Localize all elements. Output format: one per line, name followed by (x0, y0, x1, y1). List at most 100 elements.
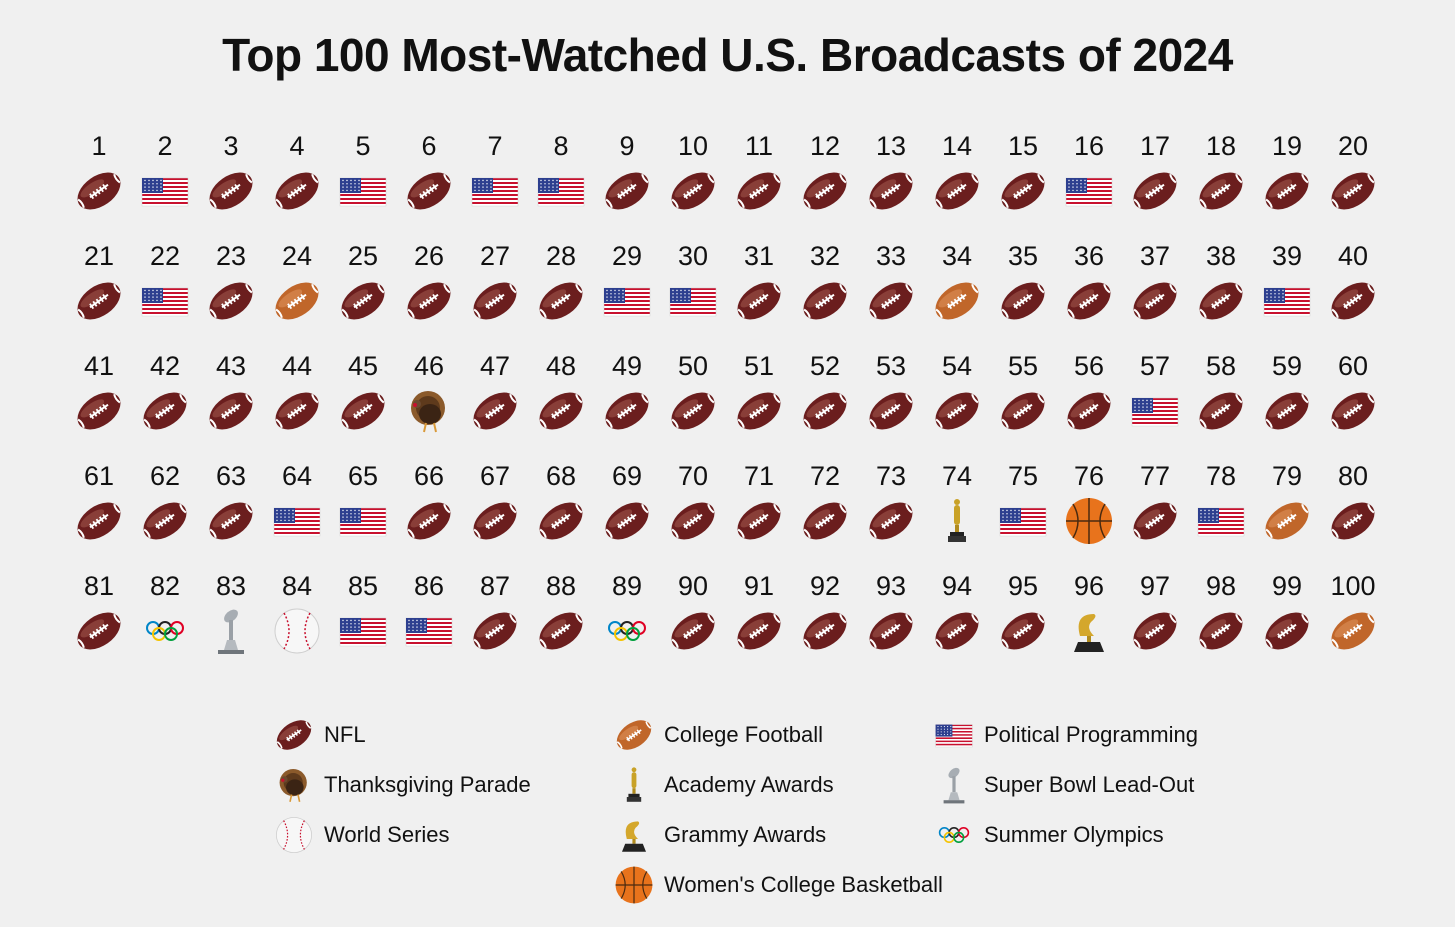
rank-cell: 75 (990, 460, 1056, 570)
rank-number: 29 (611, 241, 643, 271)
rank-cell: 58 (1188, 350, 1254, 460)
rank-number: 13 (875, 131, 907, 161)
rank-number: 71 (743, 461, 775, 491)
rank-number: 12 (809, 131, 841, 161)
rank-number: 5 (355, 131, 371, 161)
olympic-rings-icon (602, 606, 652, 656)
rank-cell: 95 (990, 570, 1056, 680)
rank-number: 44 (281, 351, 313, 381)
rank-number: 74 (941, 461, 973, 491)
rank-cell: 35 (990, 240, 1056, 350)
rank-cell: 15 (990, 130, 1056, 240)
legend-label: Grammy Awards (664, 822, 827, 847)
rank-cell: 96 (1056, 570, 1122, 680)
rank-number: 56 (1073, 351, 1105, 381)
nfl-football-icon (140, 386, 190, 436)
rank-cell: 6 (396, 130, 462, 240)
nfl-football-icon (404, 166, 454, 216)
rank-number: 61 (83, 461, 115, 491)
baseball-icon (274, 815, 314, 855)
nfl-football-icon (274, 715, 314, 755)
rank-cell: 86 (396, 570, 462, 680)
nfl-football-icon (800, 606, 850, 656)
rank-cell: 98 (1188, 570, 1254, 680)
rank-cell: 4 (264, 130, 330, 240)
nfl-football-icon (206, 386, 256, 436)
rank-cell: 77 (1122, 460, 1188, 570)
rank-cell: 25 (330, 240, 396, 350)
nfl-football-icon (866, 166, 916, 216)
rank-number: 67 (479, 461, 511, 491)
rank-cell: 71 (726, 460, 792, 570)
us-flag-icon (338, 606, 388, 656)
rank-cell: 53 (858, 350, 924, 460)
rank-cell: 41 (66, 350, 132, 460)
rank-number: 63 (215, 461, 247, 491)
us-flag-icon (998, 496, 1048, 546)
rank-cell: 91 (726, 570, 792, 680)
rank-cell: 22 (132, 240, 198, 350)
rank-number: 54 (941, 351, 973, 381)
rank-cell: 85 (330, 570, 396, 680)
rank-number: 79 (1271, 461, 1303, 491)
rank-cell: 59 (1254, 350, 1320, 460)
nfl-football-icon (734, 606, 784, 656)
college-football-icon (1328, 606, 1378, 656)
rank-cell: 18 (1188, 130, 1254, 240)
rank-number: 2 (157, 131, 173, 161)
rank-number: 89 (611, 571, 643, 601)
legend-label: College Football (664, 722, 823, 747)
nfl-football-icon (1328, 386, 1378, 436)
nfl-football-icon (536, 606, 586, 656)
rank-cell: 89 (594, 570, 660, 680)
rank-cell: 93 (858, 570, 924, 680)
nfl-football-icon (74, 386, 124, 436)
rank-number: 72 (809, 461, 841, 491)
rank-number: 14 (941, 131, 973, 161)
nfl-football-icon (536, 496, 586, 546)
rank-number: 7 (487, 131, 503, 161)
rank-cell: 36 (1056, 240, 1122, 350)
rank-number: 28 (545, 241, 577, 271)
rank-number: 96 (1073, 571, 1105, 601)
rank-cell: 50 (660, 350, 726, 460)
rank-number: 46 (413, 351, 445, 381)
rank-number: 1 (91, 131, 107, 161)
legend-label: NFL (324, 722, 366, 747)
rank-number: 19 (1271, 131, 1303, 161)
rank-number: 86 (413, 571, 445, 601)
us-flag-icon (140, 166, 190, 216)
nfl-football-icon (74, 166, 124, 216)
nfl-football-icon (866, 386, 916, 436)
nfl-football-icon (206, 496, 256, 546)
nfl-football-icon (734, 496, 784, 546)
rank-cell: 3 (198, 130, 264, 240)
nfl-football-icon (668, 386, 718, 436)
rank-number: 57 (1139, 351, 1171, 381)
rank-number: 97 (1139, 571, 1171, 601)
rank-number: 6 (421, 131, 437, 161)
rank-cell: 2 (132, 130, 198, 240)
rank-number: 38 (1205, 241, 1237, 271)
rank-number: 24 (281, 241, 313, 271)
rank-number: 60 (1337, 351, 1369, 381)
rank-number: 3 (223, 131, 239, 161)
nfl-football-icon (338, 276, 388, 326)
college-football-icon (932, 276, 982, 326)
rank-number: 98 (1205, 571, 1237, 601)
rank-cell: 80 (1320, 460, 1386, 570)
rank-cell: 8 (528, 130, 594, 240)
rank-number: 88 (545, 571, 577, 601)
nfl-football-icon (668, 166, 718, 216)
rank-cell: 10 (660, 130, 726, 240)
rank-cell: 66 (396, 460, 462, 570)
legend-label: Women's College Basketball (664, 872, 943, 897)
rank-number: 53 (875, 351, 907, 381)
rank-number: 16 (1073, 131, 1105, 161)
college-football-icon (1262, 496, 1312, 546)
rank-cell: 57 (1122, 350, 1188, 460)
rank-cell: 90 (660, 570, 726, 680)
us-flag-icon (338, 166, 388, 216)
rank-number: 51 (743, 351, 775, 381)
nfl-football-icon (1064, 276, 1114, 326)
